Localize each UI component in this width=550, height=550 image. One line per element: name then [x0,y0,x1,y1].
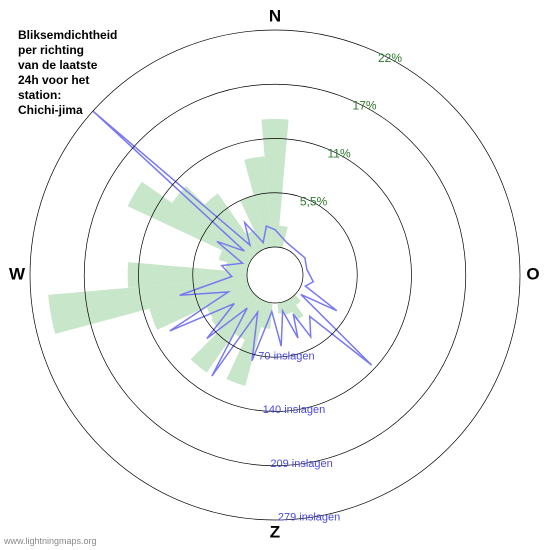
svg-text:17%: 17% [353,99,377,113]
svg-text:N: N [269,6,281,25]
svg-text:279 inslagen: 279 inslagen [278,512,340,524]
svg-text:209 inslagen: 209 inslagen [270,458,332,470]
svg-text:W: W [9,264,26,283]
svg-text:70 inslagen: 70 inslagen [258,350,314,362]
svg-text:5,5%: 5,5% [300,195,328,209]
svg-text:140 inslagen: 140 inslagen [263,404,325,416]
svg-text:22%: 22% [378,51,402,65]
credit-line: www.lightningmaps.org [4,536,97,546]
chart-title: Bliksemdichtheidper richtingvan de laats… [18,28,117,118]
svg-text:O: O [526,264,539,283]
svg-text:11%: 11% [328,147,351,161]
svg-text:Z: Z [270,522,280,541]
